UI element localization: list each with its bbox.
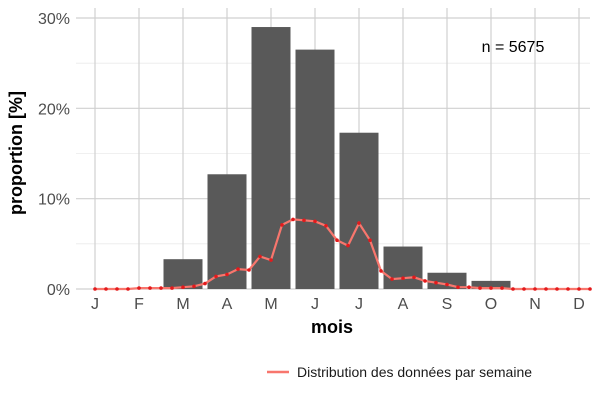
- weekly-point-30: [423, 279, 427, 283]
- x-tick-label: M: [176, 296, 189, 313]
- weekly-distribution-line: [95, 218, 590, 291]
- weekly-point-45: [588, 287, 592, 291]
- x-tick-label: N: [529, 296, 541, 313]
- weekly-point-18: [291, 217, 295, 222]
- sample-size-annotation: n = 5675: [482, 39, 545, 56]
- weekly-point-21: [324, 224, 328, 228]
- bar-o-9: [471, 280, 511, 289]
- weekly-point-31: [434, 280, 438, 285]
- weekly-line: [93, 217, 592, 291]
- weekly-point-9: [192, 284, 196, 289]
- bar-j-5: [295, 49, 335, 289]
- bar-m-2: [163, 259, 203, 289]
- weekly-point-16: [269, 258, 273, 262]
- x-tick-label: O: [485, 296, 497, 313]
- weekly-point-27: [390, 277, 394, 281]
- y-tick-label: 30%: [38, 11, 70, 28]
- weekly-point-25: [368, 238, 372, 242]
- weekly-point-7: [170, 286, 174, 290]
- y-axis-title: proportion [%]: [6, 91, 26, 215]
- weekly-point-19: [302, 218, 306, 223]
- bar-j-6: [339, 132, 379, 289]
- weekly-point-20: [313, 219, 317, 224]
- y-tick-label: 20%: [38, 101, 70, 118]
- weekly-point-37: [500, 286, 504, 290]
- weekly-point-1: [104, 287, 108, 291]
- weekly-point-0: [93, 287, 97, 291]
- weekly-point-39: [522, 287, 526, 291]
- bar-m-4: [251, 27, 291, 290]
- bar-s-8: [427, 272, 467, 289]
- weekly-point-11: [214, 274, 218, 279]
- weekly-point-13: [236, 267, 240, 271]
- weekly-point-12: [225, 272, 229, 277]
- weekly-point-10: [203, 281, 207, 286]
- weekly-point-40: [533, 287, 537, 291]
- weekly-point-28: [401, 276, 405, 281]
- weekly-point-34: [467, 285, 471, 290]
- weekly-point-42: [555, 287, 559, 291]
- y-tick-label: 0%: [47, 282, 70, 299]
- weekly-point-23: [346, 243, 350, 248]
- weekly-point-33: [456, 285, 460, 290]
- x-tick-label: A: [398, 296, 409, 313]
- weekly-point-15: [258, 254, 262, 259]
- weekly-point-32: [445, 282, 449, 287]
- x-axis-title: mois: [311, 317, 353, 337]
- x-tick-label: J: [355, 296, 363, 313]
- weekly-point-36: [489, 286, 493, 290]
- weekly-point-2: [115, 287, 119, 291]
- x-tick-label: J: [311, 296, 319, 313]
- weekly-point-6: [159, 286, 163, 290]
- weekly-point-44: [577, 287, 581, 291]
- x-tick-label: A: [222, 296, 233, 313]
- weekly-point-26: [379, 269, 383, 273]
- weekly-point-17: [280, 223, 284, 227]
- legend: Distribution des données par semaine: [267, 364, 532, 380]
- weekly-point-24: [357, 221, 361, 225]
- weekly-point-41: [544, 287, 548, 291]
- x-tick-label: J: [91, 296, 99, 313]
- x-tick-label: S: [442, 296, 453, 313]
- weekly-point-5: [148, 286, 152, 290]
- weekly-point-4: [137, 286, 141, 290]
- x-tick-label: M: [264, 296, 277, 313]
- weekly-point-29: [412, 275, 416, 280]
- x-tick-label: F: [134, 296, 144, 313]
- x-tick-label: D: [573, 296, 585, 313]
- legend-label: Distribution des données par semaine: [297, 364, 532, 380]
- weekly-point-43: [566, 287, 570, 291]
- bar-a-3: [207, 174, 247, 289]
- weekly-point-35: [478, 286, 482, 290]
- bar-a-7: [383, 246, 423, 289]
- weekly-point-22: [335, 238, 339, 242]
- weekly-point-14: [247, 268, 251, 272]
- weekly-point-38: [511, 287, 515, 291]
- weekly-point-3: [126, 287, 130, 291]
- y-axis-ticks: 0% 10% 20% 30%: [38, 11, 70, 299]
- y-tick-label: 10%: [38, 192, 70, 209]
- bars: [163, 27, 511, 290]
- weekly-point-8: [181, 285, 185, 290]
